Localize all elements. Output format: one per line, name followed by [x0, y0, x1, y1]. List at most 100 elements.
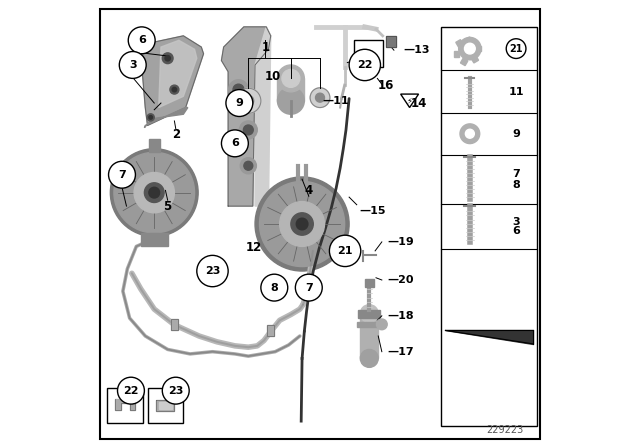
- Text: —19: —19: [387, 237, 414, 247]
- Circle shape: [149, 116, 152, 119]
- Text: —20: —20: [387, 275, 413, 285]
- Text: 8: 8: [512, 180, 520, 190]
- Circle shape: [310, 88, 330, 108]
- Circle shape: [145, 183, 164, 202]
- Circle shape: [460, 124, 480, 143]
- Text: 10: 10: [265, 69, 281, 83]
- Circle shape: [149, 187, 159, 198]
- Circle shape: [163, 377, 189, 404]
- Polygon shape: [255, 27, 271, 206]
- Text: 23: 23: [205, 266, 220, 276]
- Bar: [267, 325, 275, 336]
- Circle shape: [291, 213, 314, 235]
- Circle shape: [278, 87, 305, 114]
- Bar: [278, 78, 305, 101]
- Bar: [467, 37, 474, 44]
- Circle shape: [360, 349, 378, 367]
- Circle shape: [119, 52, 146, 78]
- Text: 23: 23: [168, 386, 184, 396]
- Bar: [159, 402, 172, 409]
- Polygon shape: [445, 331, 533, 344]
- Text: 22: 22: [357, 60, 372, 70]
- Circle shape: [240, 158, 257, 174]
- Text: 21: 21: [509, 43, 523, 54]
- Text: —15: —15: [359, 206, 385, 215]
- Text: 21: 21: [337, 246, 353, 256]
- Circle shape: [170, 85, 179, 94]
- Bar: [387, 36, 396, 47]
- Circle shape: [376, 319, 387, 330]
- Circle shape: [134, 172, 174, 213]
- Text: 229223: 229223: [486, 425, 524, 435]
- Polygon shape: [159, 40, 197, 108]
- Text: 6: 6: [512, 226, 520, 236]
- Circle shape: [459, 38, 481, 60]
- Text: 11: 11: [508, 86, 524, 97]
- Bar: [141, 233, 168, 246]
- Circle shape: [109, 161, 136, 188]
- Bar: [171, 319, 178, 330]
- Bar: [454, 52, 459, 57]
- Circle shape: [239, 121, 257, 139]
- Circle shape: [165, 56, 170, 61]
- Circle shape: [228, 80, 248, 99]
- Text: 3: 3: [512, 217, 520, 227]
- Text: ⚡: ⚡: [406, 96, 413, 105]
- Circle shape: [255, 177, 349, 271]
- Circle shape: [197, 255, 228, 287]
- Circle shape: [110, 149, 198, 237]
- Text: —11: —11: [323, 96, 349, 106]
- Text: 8: 8: [271, 283, 278, 293]
- Text: 9: 9: [512, 129, 520, 139]
- Circle shape: [243, 95, 253, 106]
- Circle shape: [296, 218, 308, 230]
- Text: 7: 7: [512, 169, 520, 179]
- Text: 5: 5: [164, 199, 172, 213]
- Text: 14: 14: [410, 96, 427, 110]
- Bar: [108, 388, 143, 423]
- Circle shape: [282, 69, 300, 87]
- Bar: [358, 310, 380, 318]
- Circle shape: [226, 90, 253, 116]
- Circle shape: [316, 93, 324, 102]
- Text: 1: 1: [261, 40, 269, 54]
- Text: 6: 6: [138, 35, 146, 45]
- Text: 12: 12: [246, 241, 262, 254]
- Text: 9: 9: [236, 98, 243, 108]
- Polygon shape: [401, 94, 419, 108]
- Text: —18: —18: [387, 311, 414, 321]
- Text: 4: 4: [305, 184, 313, 197]
- Circle shape: [261, 274, 288, 301]
- Circle shape: [349, 49, 380, 81]
- Text: 7: 7: [305, 283, 313, 293]
- Circle shape: [172, 87, 177, 92]
- Circle shape: [330, 235, 361, 267]
- Polygon shape: [141, 36, 204, 125]
- Text: 2: 2: [172, 128, 180, 141]
- Bar: [267, 325, 275, 336]
- Text: 6: 6: [231, 138, 239, 148]
- Bar: [365, 279, 374, 287]
- Circle shape: [506, 39, 526, 59]
- Bar: [360, 314, 378, 358]
- Circle shape: [147, 114, 154, 121]
- Bar: [148, 388, 184, 423]
- Circle shape: [236, 88, 261, 113]
- Circle shape: [221, 130, 248, 157]
- Bar: [471, 56, 479, 63]
- Bar: [460, 58, 468, 65]
- Circle shape: [233, 84, 244, 95]
- Text: 16: 16: [378, 78, 394, 92]
- Circle shape: [243, 125, 253, 135]
- Circle shape: [360, 305, 378, 323]
- Bar: [476, 46, 481, 52]
- Polygon shape: [221, 27, 271, 206]
- Circle shape: [280, 202, 324, 246]
- Bar: [356, 322, 382, 327]
- Text: 3: 3: [129, 60, 136, 70]
- Polygon shape: [145, 108, 188, 128]
- Text: —13: —13: [403, 45, 429, 55]
- Bar: [353, 40, 383, 67]
- Circle shape: [465, 43, 476, 54]
- Circle shape: [260, 181, 345, 267]
